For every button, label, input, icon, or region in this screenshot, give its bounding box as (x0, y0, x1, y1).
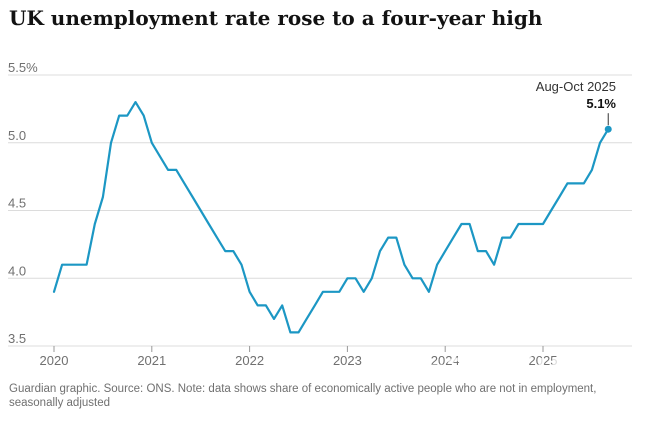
series-group (52, 100, 610, 334)
footer-note-continued: seasonally adjusted (9, 397, 111, 409)
y-axis-tick-labels: 5.5% 5.0 4.5 4.0 3.5 (8, 60, 38, 346)
chart-title: UK unemployment rate rose to a four-year… (9, 6, 543, 30)
x-tick-label: 2020 (40, 353, 69, 368)
series-line-unemployment-rate (52, 100, 610, 334)
x-tick-label: 2025 (529, 353, 558, 368)
y-tick-label: 5.0 (8, 128, 26, 143)
footer-note: Guardian graphic. Source: ONS. Note: dat… (9, 383, 597, 395)
latest-point-marker (604, 125, 612, 133)
y-tick-label: 4.5 (8, 196, 26, 211)
y-tick-label: 3.5 (8, 331, 26, 346)
y-tick-label: 4.0 (8, 263, 26, 278)
watermark: FastBull (420, 344, 586, 388)
x-tick-label: 2021 (137, 353, 166, 368)
annotation-group: Aug-Oct 2025 5.1% (536, 79, 616, 133)
annotation-value-label: 5.1% (586, 96, 616, 111)
x-axis-ticks: 2020 2021 2022 2023 2024 2025 (40, 346, 558, 368)
line-chart: 5.5%5.04.54.03.5 2020 2021 2022 2023 2024 202… (8, 60, 632, 368)
gridlines (8, 74, 632, 347)
x-tick-label: 2024 (431, 353, 460, 368)
y-tick-label: 5.5% (8, 60, 38, 75)
x-tick-label: 2022 (235, 353, 264, 368)
chart-footer: Guardian graphic. Source: ONS. Note: dat… (9, 382, 649, 410)
x-tick-label: 2023 (333, 353, 362, 368)
annotation-period-label: Aug-Oct 2025 (536, 79, 616, 94)
